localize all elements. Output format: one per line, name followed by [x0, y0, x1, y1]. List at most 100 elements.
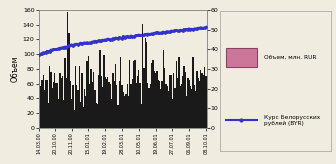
Bar	[50, 72, 51, 128]
Bar	[181, 84, 182, 128]
Bar	[178, 57, 179, 128]
Bar	[99, 51, 101, 128]
Bar	[85, 96, 86, 128]
Bar	[71, 99, 72, 128]
Y-axis label: Объем: Объем	[11, 56, 20, 82]
Bar	[165, 84, 167, 128]
Bar	[101, 76, 102, 128]
Bar	[144, 38, 146, 128]
Bar	[79, 66, 80, 128]
Bar	[191, 89, 193, 128]
Bar	[196, 72, 198, 128]
Bar	[141, 104, 142, 128]
Bar	[92, 82, 93, 128]
Bar	[93, 72, 94, 128]
Bar	[205, 76, 207, 128]
Bar	[39, 58, 40, 128]
Bar	[84, 89, 85, 128]
Bar	[172, 99, 173, 128]
Bar	[66, 78, 67, 128]
Bar	[70, 81, 71, 128]
Bar	[130, 84, 132, 128]
Bar	[185, 72, 186, 128]
Bar	[88, 56, 89, 128]
Bar	[155, 73, 156, 128]
Bar	[65, 58, 66, 128]
Bar	[194, 85, 195, 128]
Bar	[125, 94, 127, 128]
Bar	[188, 80, 190, 128]
Bar	[151, 63, 152, 128]
Bar	[199, 81, 200, 128]
Bar	[43, 74, 44, 128]
Bar	[89, 84, 90, 128]
Bar	[142, 24, 143, 128]
Bar	[81, 73, 83, 128]
Bar	[63, 100, 65, 128]
Bar	[98, 75, 99, 128]
Bar	[132, 79, 133, 128]
Bar	[97, 104, 98, 128]
Bar	[55, 83, 57, 128]
Bar	[161, 81, 163, 128]
Bar	[114, 81, 115, 128]
Bar	[163, 51, 164, 128]
Bar	[154, 71, 155, 128]
Bar	[123, 92, 124, 128]
Bar	[200, 70, 202, 128]
Bar	[40, 86, 41, 128]
Bar	[103, 55, 104, 128]
Bar	[86, 61, 88, 128]
Bar	[46, 80, 48, 128]
Bar	[195, 91, 196, 128]
Bar	[183, 66, 185, 128]
Bar	[106, 79, 107, 128]
Bar	[95, 103, 97, 128]
Bar	[204, 67, 205, 128]
Bar	[72, 85, 74, 128]
Bar	[158, 80, 159, 128]
Bar	[75, 66, 76, 128]
Bar	[115, 64, 116, 128]
Bar	[159, 81, 160, 128]
Bar	[203, 75, 204, 128]
Bar	[59, 73, 60, 128]
Bar	[156, 71, 158, 128]
Bar	[48, 103, 49, 128]
Bar	[112, 73, 114, 128]
Bar	[193, 57, 194, 128]
Text: Курс Белорусских
рублей (BYR): Курс Белорусских рублей (BYR)	[264, 115, 321, 126]
Bar	[128, 96, 129, 128]
Bar	[146, 42, 147, 128]
Bar	[94, 90, 95, 128]
Bar	[177, 78, 178, 128]
Bar	[127, 84, 128, 128]
Bar	[190, 86, 191, 128]
Bar	[174, 88, 176, 128]
Bar	[83, 107, 84, 128]
Bar	[120, 57, 121, 128]
Bar	[164, 68, 165, 128]
Bar	[119, 81, 120, 128]
Bar	[167, 86, 168, 128]
Text: Объем, млн. RUR: Объем, млн. RUR	[264, 55, 317, 60]
Bar	[143, 68, 144, 128]
Bar	[202, 73, 203, 128]
Bar	[187, 78, 188, 128]
Bar	[150, 84, 151, 128]
Bar	[53, 82, 54, 128]
Bar	[169, 75, 170, 128]
Bar	[168, 92, 169, 128]
Bar	[58, 99, 59, 128]
Bar	[182, 76, 183, 128]
Bar	[152, 60, 154, 128]
Bar	[147, 82, 149, 128]
Bar	[49, 66, 50, 128]
Bar	[133, 61, 134, 128]
Bar	[41, 80, 43, 128]
Bar	[110, 84, 111, 128]
Bar	[62, 76, 63, 128]
Bar	[74, 110, 75, 128]
Bar	[121, 85, 123, 128]
Y-axis label: Курс: Курс	[221, 59, 230, 78]
